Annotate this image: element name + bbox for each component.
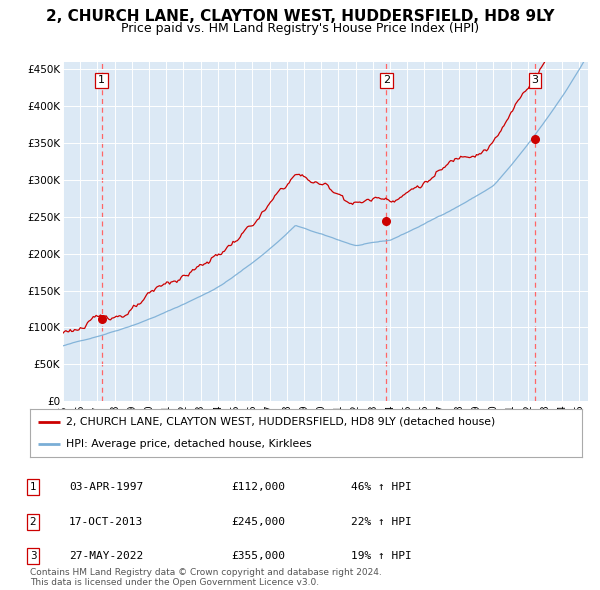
Text: 46% ↑ HPI: 46% ↑ HPI [351, 482, 412, 491]
Text: 22% ↑ HPI: 22% ↑ HPI [351, 517, 412, 527]
Text: 27-MAY-2022: 27-MAY-2022 [69, 552, 143, 561]
Text: Contains HM Land Registry data © Crown copyright and database right 2024.
This d: Contains HM Land Registry data © Crown c… [30, 568, 382, 587]
Text: 1: 1 [29, 482, 37, 491]
Text: Price paid vs. HM Land Registry's House Price Index (HPI): Price paid vs. HM Land Registry's House … [121, 22, 479, 35]
Text: 1: 1 [98, 76, 105, 86]
Text: 03-APR-1997: 03-APR-1997 [69, 482, 143, 491]
Text: 2: 2 [29, 517, 37, 527]
Text: HPI: Average price, detached house, Kirklees: HPI: Average price, detached house, Kirk… [66, 439, 311, 449]
Text: £112,000: £112,000 [231, 482, 285, 491]
Text: 2, CHURCH LANE, CLAYTON WEST, HUDDERSFIELD, HD8 9LY (detached house): 2, CHURCH LANE, CLAYTON WEST, HUDDERSFIE… [66, 417, 495, 427]
Text: 17-OCT-2013: 17-OCT-2013 [69, 517, 143, 527]
Text: 3: 3 [29, 552, 37, 561]
Text: 2: 2 [383, 76, 390, 86]
Text: £355,000: £355,000 [231, 552, 285, 561]
Text: 19% ↑ HPI: 19% ↑ HPI [351, 552, 412, 561]
Text: 3: 3 [532, 76, 538, 86]
Text: £245,000: £245,000 [231, 517, 285, 527]
Text: 2, CHURCH LANE, CLAYTON WEST, HUDDERSFIELD, HD8 9LY: 2, CHURCH LANE, CLAYTON WEST, HUDDERSFIE… [46, 9, 554, 24]
